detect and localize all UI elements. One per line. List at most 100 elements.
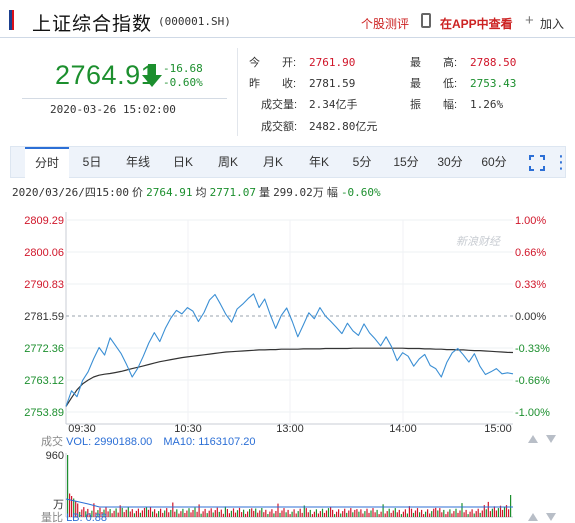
tab-weekly-k[interactable]: 周K [217,155,238,169]
volume-bar [421,509,423,517]
volume-bar [93,503,95,517]
plus-icon[interactable]: + [525,12,534,29]
volume-bar [190,512,192,517]
tab-15min[interactable]: 15分 [393,155,419,169]
tab-monthly-k[interactable]: 月K [262,155,283,169]
tab-yearly-k[interactable]: 年K [308,155,329,169]
settings-icon[interactable]: ⋮ [552,152,570,172]
volume-bar [372,508,374,517]
volume-bar [261,508,263,517]
volume-bar [166,508,168,517]
tab-5day[interactable]: 5日 [82,155,102,169]
y-tick-label-left: 2800.06 [24,247,64,259]
volume-bar [471,509,473,517]
volume-bar [380,511,382,517]
period-tabs: 分时 5日 年线 日K 周K 月K 年K 5分 15分 30分 60分 ⋮ [10,146,570,178]
volume-bar [198,504,200,517]
volume-bar [85,511,87,517]
volume-title: 成交 [41,436,63,448]
stat-high-label: 最 高: [410,57,458,69]
volume-bar [501,509,504,517]
volume-bar [412,512,415,517]
volume-bar [113,510,115,517]
volume-bar [325,510,328,517]
volume-bar [376,509,378,517]
volume-bar [77,503,79,517]
info-avg: 2771.07 [209,186,256,199]
volume-bar [253,510,255,517]
volume-bar [133,513,135,517]
volume-bar [388,508,390,517]
volume-bar [508,509,510,517]
volume-bar [459,510,461,517]
stat-prev-close-value: 2781.59 [309,77,356,90]
volume-bar [81,509,83,517]
volume-bar [309,509,311,517]
volume-bar [497,508,499,517]
tab-timeshare[interactable]: 分时 [25,147,69,178]
y-tick-label-right: 0.00% [515,311,546,323]
y-tick-label-left: 2772.36 [24,343,64,355]
volume-bar [319,511,321,517]
x-tick-label: 15:00 [484,423,512,435]
crosshair-info: 2020/03/26/四15:00 价 2764.91 均 2771.07 量 … [12,184,381,200]
volume-bar [216,507,218,517]
stat-volume: 成交量: 2.34亿手 [261,96,358,112]
quote-vertical-divider [237,48,238,136]
volume-bar [127,507,129,517]
fullscreen-icon[interactable] [529,155,545,171]
volume-bar [362,513,364,517]
volume-bar [396,512,398,517]
review-link[interactable]: 个股测评 [361,17,410,31]
y-tick-label-left: 2809.29 [24,215,64,227]
volume-bar [149,507,152,517]
tab-60min[interactable]: 60分 [481,155,507,169]
volume-bar [247,511,249,517]
phone-icon[interactable] [421,13,431,28]
header-bar: 上证综合指数 (000001.SH) 个股测评 在APP中查看 + 加入 [0,0,575,38]
volume-bar [271,509,273,517]
tab-30min[interactable]: 30分 [437,155,463,169]
volume-bar [226,509,228,517]
volume-bar [465,509,467,517]
volume-bar [408,506,410,517]
info-vol-label: 量 [259,187,270,199]
volume-bar [99,507,101,517]
tab-5min[interactable]: 5分 [352,155,372,169]
volume-bar [178,513,180,518]
volume-ratio-value: LB: 0.88 [66,512,108,523]
volume-bar [392,510,394,517]
y-tick-label-right: 1.00% [515,215,546,227]
volume-bar [477,508,479,517]
volume-bar [137,508,139,518]
volume-bar [414,510,417,517]
volume-bar [368,512,370,517]
volume-bar [390,512,392,517]
volume-bar [429,513,431,517]
volume-bar [281,510,283,517]
volume-bar [311,514,313,517]
volume-bar [236,510,239,517]
volume-bar [463,512,465,517]
volume-bar [156,513,158,517]
stat-open-label: 今 开: [249,57,297,69]
intraday-chart[interactable]: 2809.29 1.00% 2800.06 0.66% 2790.83 0.33% 2781… [0,203,575,523]
volume-bar [115,508,117,517]
tab-daily-k[interactable]: 日K [172,155,193,169]
volume-bar [425,511,427,517]
volume-bar [495,510,497,517]
volume-bar [257,512,259,517]
tab-yearline[interactable]: 年线 [125,155,150,169]
add-watchlist-link[interactable]: 加入 [540,17,565,31]
stat-high-value: 2788.50 [470,56,517,69]
volume-bar [111,513,113,517]
volume-bar [212,512,214,517]
open-in-app-link[interactable]: 在APP中查看 [440,17,513,31]
volume-bar [67,455,69,517]
volume-bar [354,509,356,517]
volume-bar [427,509,429,517]
y-tick-label-left: 2753.89 [24,407,64,419]
index-title: 上证综合指数 [32,14,153,35]
stat-prev-close-label: 昨 收: [249,78,297,90]
x-tick-label: 10:30 [174,423,202,435]
